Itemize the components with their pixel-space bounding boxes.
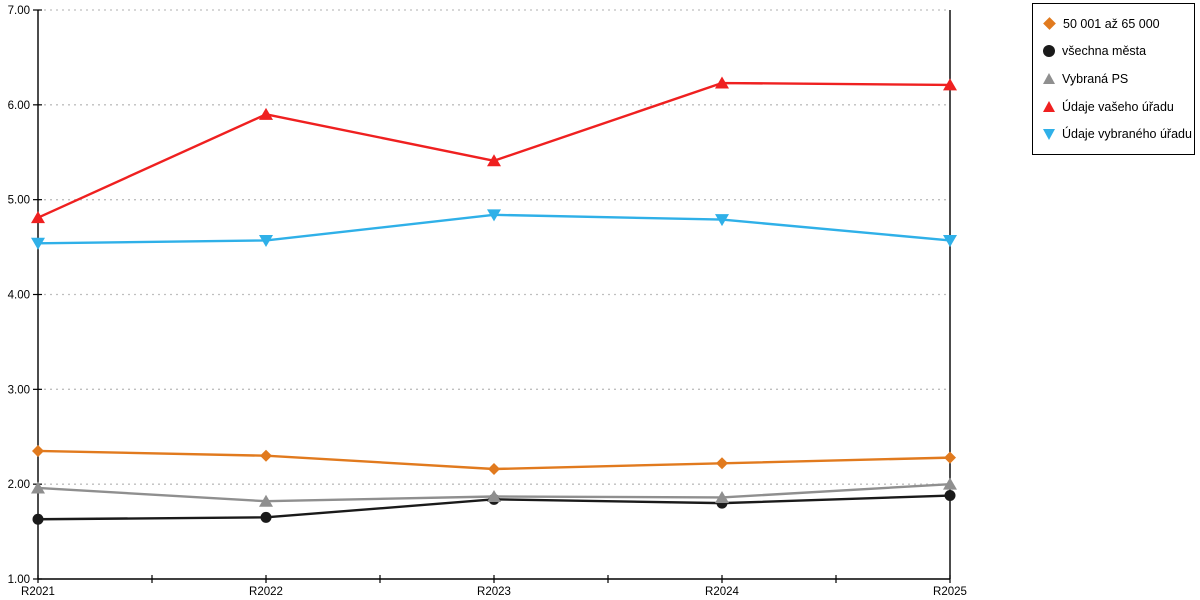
series-line [37,81,951,219]
circle-marker [260,511,272,523]
triangle-down-marker [487,209,501,222]
circle-marker [944,490,956,502]
y-tick-label: 3.00 [8,384,30,396]
legend: 50 001 až 65 000 všechna města Vybraná P… [1032,3,1195,155]
legend-item-vybrana-ps: Vybraná PS [1043,72,1190,86]
diamond-marker-icon [1043,17,1056,31]
triangle-up-marker [487,489,501,502]
triangle-up-marker [715,490,729,503]
circle-marker [32,513,44,525]
diamond-marker [32,444,44,457]
triangle-up-marker [943,78,957,91]
triangle-up-marker [715,76,729,89]
diamond-marker [716,457,728,470]
legend-label: Údaje vašeho úřadu [1062,99,1174,114]
x-tick-label: R2023 [477,586,511,598]
x-tick-label: R2024 [705,586,739,598]
x-tick-label: R2021 [21,586,55,598]
triangle-down-marker [31,237,45,250]
y-tick-label: 7.00 [8,5,30,17]
triangle-down-marker [259,234,273,247]
legend-label: všechna města [1062,44,1147,59]
triangle-up-marker [259,494,273,507]
legend-item-udaje-vybraneho-uradu: Údaje vybraného úřadu [1043,127,1192,142]
legend-item-vsechna-mesta: všechna města [1043,44,1190,58]
legend-label: Údaje vybraného úřadu [1062,127,1192,142]
y-tick-label: 4.00 [8,290,30,302]
legend-label: Vybraná PS [1062,71,1129,86]
y-tick-label: 6.00 [8,100,30,112]
legend-label: 50 001 až 65 000 [1063,16,1160,31]
triangle-up-marker-icon [1043,101,1055,113]
x-tick-label: R2025 [933,586,967,598]
diamond-marker [260,449,272,462]
diamond-marker [944,451,956,464]
circle-marker-icon [1043,45,1055,58]
triangle-up-marker [943,477,957,490]
legend-item-50001-az-65000: 50 001 až 65 000 [1043,17,1190,31]
triangle-up-marker [259,107,273,120]
x-tick-label: R2022 [249,586,283,598]
triangle-down-marker [943,234,957,247]
triangle-up-marker [31,211,45,224]
triangle-up-marker-icon [1043,73,1055,85]
y-tick-label: 1.00 [8,574,30,586]
triangle-down-marker-icon [1043,128,1055,140]
y-tick-label: 2.00 [8,479,30,491]
diamond-marker [488,462,500,475]
triangle-up-marker [487,154,501,167]
triangle-down-marker [715,214,729,227]
triangle-up-marker [31,481,45,494]
legend-item-udaje-vaseho-uradu: Údaje vašeho úřadu [1043,100,1190,114]
y-tick-label: 5.00 [8,195,30,207]
